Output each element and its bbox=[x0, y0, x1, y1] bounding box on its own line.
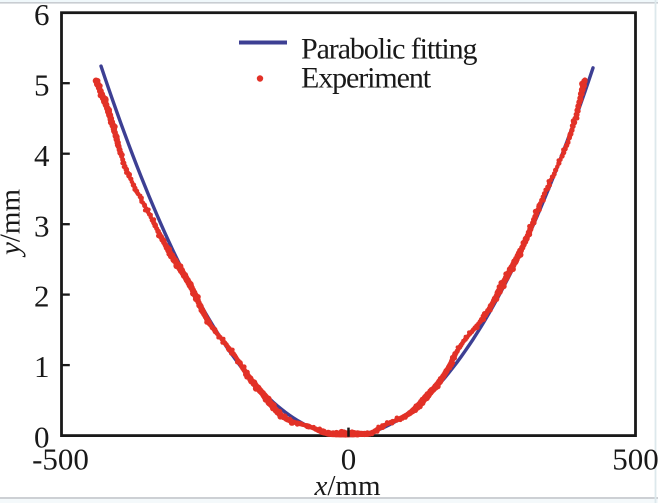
svg-text:0: 0 bbox=[341, 442, 357, 477]
svg-text:y/mm: y/mm bbox=[0, 189, 27, 258]
svg-text:0: 0 bbox=[34, 420, 50, 455]
svg-text:Parabolic fitting: Parabolic fitting bbox=[301, 33, 478, 66]
svg-text:4: 4 bbox=[34, 138, 50, 173]
svg-text:6: 6 bbox=[34, 0, 50, 32]
svg-text:5: 5 bbox=[34, 67, 50, 102]
svg-text:x/mm: x/mm bbox=[313, 470, 380, 502]
svg-text:2: 2 bbox=[34, 279, 50, 314]
svg-text:1: 1 bbox=[34, 349, 50, 384]
svg-text:3: 3 bbox=[34, 208, 50, 243]
svg-text:-500: -500 bbox=[32, 442, 89, 477]
svg-text:Experiment: Experiment bbox=[301, 62, 432, 95]
svg-text:500: 500 bbox=[612, 442, 658, 477]
